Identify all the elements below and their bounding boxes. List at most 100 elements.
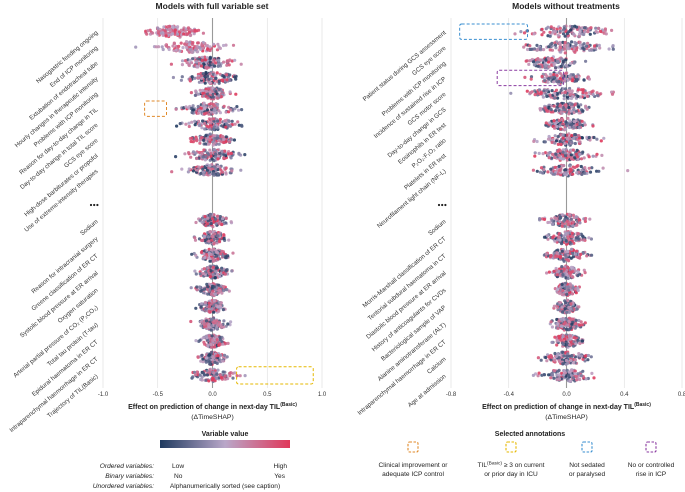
data-point — [581, 109, 585, 113]
data-point — [224, 171, 228, 175]
data-point — [576, 232, 580, 236]
data-point — [206, 266, 210, 270]
data-point — [597, 43, 601, 48]
data-point — [196, 57, 200, 61]
annotation-swatch — [505, 441, 517, 453]
data-point — [546, 60, 551, 64]
data-point — [193, 119, 197, 123]
data-point — [228, 58, 232, 62]
data-point — [535, 48, 539, 52]
data-point — [587, 236, 591, 240]
data-point — [222, 153, 226, 157]
data-point — [211, 95, 215, 99]
data-point — [170, 170, 174, 174]
data-point — [192, 108, 196, 112]
data-point — [219, 376, 223, 380]
data-point — [195, 285, 199, 289]
data-point — [542, 89, 546, 93]
data-point — [203, 307, 208, 311]
data-point — [544, 64, 548, 68]
data-point — [207, 379, 211, 383]
data-point — [561, 362, 565, 366]
x-axis-sublabel: (ΔTimeSHAP) — [191, 414, 233, 421]
legend-yes: Yes — [274, 473, 285, 480]
data-point — [571, 213, 576, 217]
data-point — [206, 47, 210, 51]
data-point — [582, 156, 586, 160]
data-point — [208, 370, 212, 374]
data-point — [547, 270, 552, 274]
data-point — [557, 153, 561, 157]
data-point — [610, 92, 615, 96]
data-point — [211, 167, 215, 171]
data-point — [588, 32, 592, 36]
data-point — [215, 319, 219, 323]
data-point — [552, 119, 556, 123]
data-point — [558, 26, 562, 30]
data-point — [215, 237, 219, 241]
data-point — [584, 216, 588, 221]
data-point — [185, 32, 189, 36]
data-point — [603, 27, 608, 31]
data-point — [545, 109, 549, 113]
x-tick-label: -0.8 — [446, 392, 457, 398]
data-point — [183, 152, 187, 156]
data-point — [202, 148, 206, 152]
data-point — [212, 310, 216, 314]
data-point — [203, 55, 207, 59]
data-point — [202, 62, 206, 66]
data-point — [564, 168, 568, 172]
data-point — [573, 40, 577, 45]
data-point — [188, 40, 192, 44]
data-point — [180, 167, 184, 171]
data-point — [200, 76, 204, 80]
data-point — [195, 370, 199, 374]
data-point — [578, 29, 582, 33]
data-point — [208, 368, 212, 372]
data-point — [197, 109, 201, 113]
data-point — [526, 47, 530, 52]
data-point — [569, 148, 573, 152]
data-point — [199, 324, 203, 328]
ellipsis-dot — [444, 203, 447, 207]
data-point — [551, 152, 555, 156]
data-point — [210, 324, 214, 328]
y-tick-label: Age at admission — [407, 373, 448, 409]
data-point — [161, 47, 165, 52]
data-point — [549, 253, 553, 258]
data-point — [203, 58, 208, 62]
data-point — [216, 126, 220, 130]
data-point — [208, 148, 212, 152]
data-point — [553, 126, 557, 130]
data-point — [550, 340, 554, 344]
data-point — [553, 43, 558, 47]
data-point — [191, 104, 195, 108]
ellipsis-dot — [93, 203, 96, 207]
data-point — [546, 80, 550, 84]
data-point — [190, 110, 194, 115]
data-point — [581, 251, 585, 255]
data-point — [626, 169, 630, 173]
data-point — [570, 105, 574, 109]
data-point — [523, 75, 527, 79]
data-point — [572, 325, 576, 329]
data-point — [212, 108, 216, 113]
data-point — [203, 158, 207, 162]
data-point — [552, 269, 556, 273]
data-point — [205, 287, 209, 291]
data-point — [611, 44, 615, 48]
beeswarm-row: Sodium — [427, 212, 592, 237]
data-point — [549, 320, 553, 324]
data-point — [161, 33, 165, 38]
data-point — [146, 29, 150, 33]
data-point — [589, 355, 593, 359]
data-point — [220, 340, 224, 344]
data-point — [584, 377, 588, 381]
data-point — [209, 328, 213, 332]
data-point — [571, 344, 576, 348]
data-point — [204, 356, 209, 360]
data-point — [198, 123, 202, 127]
data-point — [576, 288, 580, 292]
data-point — [216, 42, 220, 46]
data-point — [569, 153, 573, 157]
